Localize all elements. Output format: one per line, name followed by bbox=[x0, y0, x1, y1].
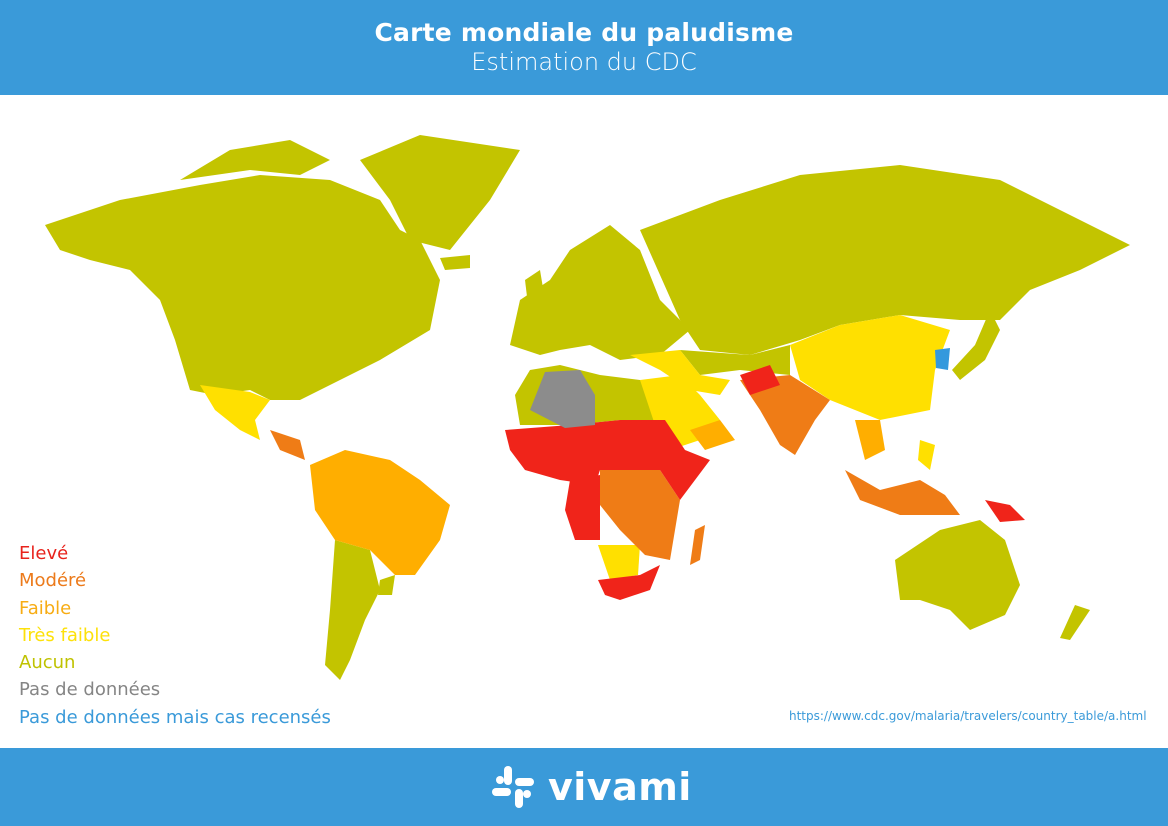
uk bbox=[525, 270, 545, 305]
japan bbox=[952, 310, 1000, 380]
philippines bbox=[918, 440, 935, 470]
world-malaria-map bbox=[45, 135, 1130, 680]
mexico bbox=[200, 385, 270, 440]
vivami-logo: vivami bbox=[490, 764, 692, 810]
legend-item-low: Faible bbox=[19, 597, 72, 619]
legend-item-moderate: Modéré bbox=[19, 570, 87, 592]
legend-item-very-low: Très faible bbox=[19, 624, 111, 646]
canada-islands bbox=[180, 140, 330, 180]
legend-item-high: Elevé bbox=[19, 543, 69, 564]
page-title: Carte mondiale du paludisme bbox=[374, 18, 794, 47]
central-africa bbox=[565, 475, 600, 540]
region-no-data-algeria bbox=[530, 370, 595, 428]
region-cases-no-data-korea bbox=[935, 348, 950, 370]
southern-cone bbox=[325, 540, 380, 680]
china bbox=[790, 315, 950, 420]
page-subtitle: Estimation du CDC bbox=[471, 48, 697, 76]
source-link[interactable]: https://www.cdc.gov/malaria/travelers/co… bbox=[789, 709, 1147, 723]
new-zealand bbox=[1060, 605, 1090, 640]
yemen-oman bbox=[690, 420, 735, 450]
land-none bbox=[45, 135, 1130, 680]
south-africa bbox=[598, 565, 660, 600]
iceland bbox=[440, 255, 470, 270]
sub-saharan-africa bbox=[505, 420, 710, 500]
legend-item-none: Aucun bbox=[19, 652, 76, 674]
namibia-botswana bbox=[598, 545, 640, 580]
greenland bbox=[360, 135, 520, 250]
high-regions bbox=[505, 365, 1025, 600]
madagascar bbox=[690, 525, 705, 565]
brand-name: vivami bbox=[548, 765, 692, 809]
australia bbox=[895, 520, 1020, 630]
footer-banner: vivami bbox=[0, 748, 1168, 826]
legend: Elevé Modéré Faible Très faible Aucun Pa… bbox=[19, 540, 331, 731]
europe bbox=[510, 225, 690, 360]
east-africa bbox=[600, 470, 680, 560]
legend-item-no-data: Pas de données bbox=[19, 679, 161, 701]
iran-turkey bbox=[630, 350, 730, 395]
asia-north bbox=[640, 165, 1130, 355]
moderate-regions bbox=[270, 375, 960, 565]
indonesia bbox=[845, 470, 960, 515]
south-america bbox=[310, 450, 450, 575]
indochina bbox=[855, 420, 885, 460]
legend-item-cases-no-data: Pas de données mais cas recensés bbox=[19, 706, 331, 728]
vivami-logo-icon bbox=[492, 766, 534, 808]
papua-new-guinea bbox=[985, 500, 1025, 522]
afghanistan bbox=[740, 365, 780, 395]
india bbox=[740, 375, 830, 455]
north-america bbox=[45, 175, 440, 400]
uruguay bbox=[378, 575, 395, 595]
central-america bbox=[270, 430, 305, 460]
header-banner: Carte mondiale du paludisme Estimation d… bbox=[0, 0, 1168, 95]
low-regions bbox=[310, 420, 885, 575]
